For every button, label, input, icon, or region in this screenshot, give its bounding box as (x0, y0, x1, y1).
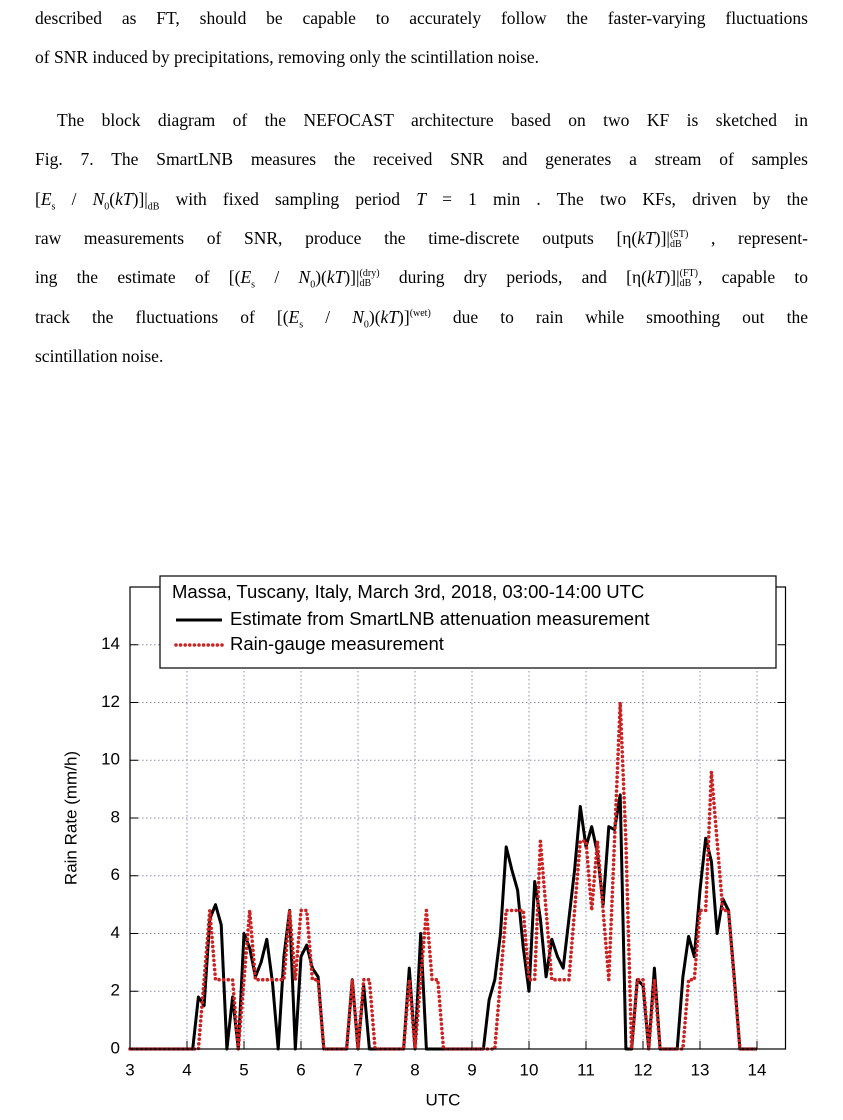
subscript: s (51, 201, 56, 213)
x-axis-label: UTC (426, 1090, 461, 1109)
superscript: (wet) (409, 307, 431, 319)
subscript: dB (147, 201, 160, 213)
text-run: / (255, 267, 299, 288)
text-line: described as FT, should be capable to ac… (35, 3, 808, 33)
x-tick-label: 3 (125, 1060, 134, 1079)
x-tick-label: 5 (239, 1060, 248, 1079)
math-var: kT (637, 227, 655, 248)
math-var: N (352, 306, 364, 327)
y-axis-label: Rain Rate (mm/h) (61, 751, 80, 885)
text-run: )( (315, 267, 327, 288)
legend-label: Estimate from SmartLNB attenuation measu… (230, 608, 650, 629)
y-tick-label: 12 (101, 692, 120, 711)
subscript: s (251, 279, 256, 291)
text-run: of SNR induced by precipitations, removi… (35, 46, 540, 67)
math-var: kT (115, 188, 133, 209)
text-run: track the fluctuations of [( (35, 306, 289, 327)
x-tick-label: 6 (296, 1060, 305, 1079)
math-var: kT (380, 306, 399, 327)
text-run: )( (368, 306, 381, 327)
text-line: of SNR induced by precipitations, removi… (35, 42, 808, 72)
y-tick-label: 14 (101, 634, 120, 653)
legend-title: Massa, Tuscany, Italy, March 3rd, 2018, … (172, 581, 644, 602)
subscript: 0 (310, 279, 316, 291)
x-tick-label: 14 (748, 1060, 767, 1079)
text-line: track the fluctuations of [(Es / N0)(kT)… (35, 302, 808, 332)
math-var: T (416, 188, 426, 209)
text-run: scintillation noise. (35, 345, 164, 366)
text-run: )]| (664, 267, 680, 288)
text-run: [ (35, 188, 41, 209)
data-line (128, 702, 759, 1051)
text-run: The block diagram of the NEFOCAST archit… (57, 110, 808, 130)
subscript: dB (359, 278, 372, 290)
subscript: dB (669, 238, 682, 250)
x-tick-label: 8 (410, 1060, 419, 1079)
superscript: (dry) (359, 268, 380, 280)
text-run: due to rain while smoothing out the (430, 306, 808, 327)
math-var: E (288, 306, 300, 327)
text-run: with fixed sampling period (159, 188, 417, 209)
legend-label: Rain-gauge measurement (230, 633, 444, 654)
text-run: = 1 min . The two KFs, driven by the (425, 188, 808, 209)
text-run: during dry periods, and [η( (379, 267, 647, 288)
subscript: dB (679, 278, 692, 290)
x-tick-label: 9 (467, 1060, 476, 1079)
y-tick-label: 6 (111, 865, 120, 884)
x-tick-label: 11 (577, 1060, 595, 1079)
text-run: , represent- (688, 227, 808, 248)
x-tick-label: 13 (691, 1060, 710, 1079)
sub-sup: (dry) dB (360, 269, 380, 289)
text-run: ing the estimate of [( (35, 267, 241, 288)
superscript: (FT) (679, 268, 698, 280)
text-line: raw measurements of SNR, produce the tim… (35, 223, 808, 253)
text-run: / (55, 188, 93, 209)
text-run: Fig. 7. The SmartLNB measures the receiv… (35, 149, 808, 170)
text-run: raw measurements of SNR, produce the tim… (35, 227, 638, 248)
legend-box (159, 575, 777, 669)
text-run: ( (109, 188, 116, 209)
x-tick-label: 10 (520, 1060, 539, 1079)
text-line: [Es / N0(kT)]|dB with fixed sampling per… (35, 184, 808, 214)
superscript: (ST) (669, 228, 689, 240)
text-run: )]| (654, 227, 670, 248)
y-tick-label: 4 (111, 923, 120, 942)
x-tick-label: 4 (182, 1060, 191, 1079)
y-tick-label: 8 (111, 807, 120, 826)
text-run: )] (398, 306, 410, 327)
data-line (130, 793, 757, 1051)
math-var: E (40, 188, 52, 209)
subscript: s (299, 319, 304, 330)
sub-sup: (ST) dB (669, 228, 689, 250)
sub-sup: (FT) dB (680, 269, 698, 289)
x-tick-label: 12 (634, 1060, 653, 1079)
text-line: scintillation noise. (35, 341, 808, 371)
subscript: 0 (363, 319, 369, 330)
text-line: ing the estimate of [(Es / N0)(kT)]| (dry… (35, 262, 808, 292)
math-var: E (240, 267, 252, 288)
x-tick-label: 7 (353, 1060, 362, 1079)
text-run: )]| (132, 188, 148, 209)
y-tick-label: 2 (111, 981, 120, 1000)
text-line: Fig. 7. The SmartLNB measures the receiv… (35, 144, 808, 174)
math-var: N (298, 267, 311, 288)
math-var: kT (326, 267, 345, 288)
y-tick-label: 0 (111, 1038, 120, 1057)
text-run: )]| (344, 267, 360, 288)
text-run: / (303, 306, 353, 327)
text-line: The block diagram of the NEFOCAST archit… (35, 105, 808, 135)
math-var: kT (646, 267, 665, 288)
text-run: , capable to (698, 267, 809, 288)
y-tick-label: 10 (101, 750, 120, 769)
subscript: 0 (104, 201, 110, 213)
text-run: described as FT, should be capable to ac… (35, 8, 808, 28)
math-var: N (92, 188, 105, 209)
